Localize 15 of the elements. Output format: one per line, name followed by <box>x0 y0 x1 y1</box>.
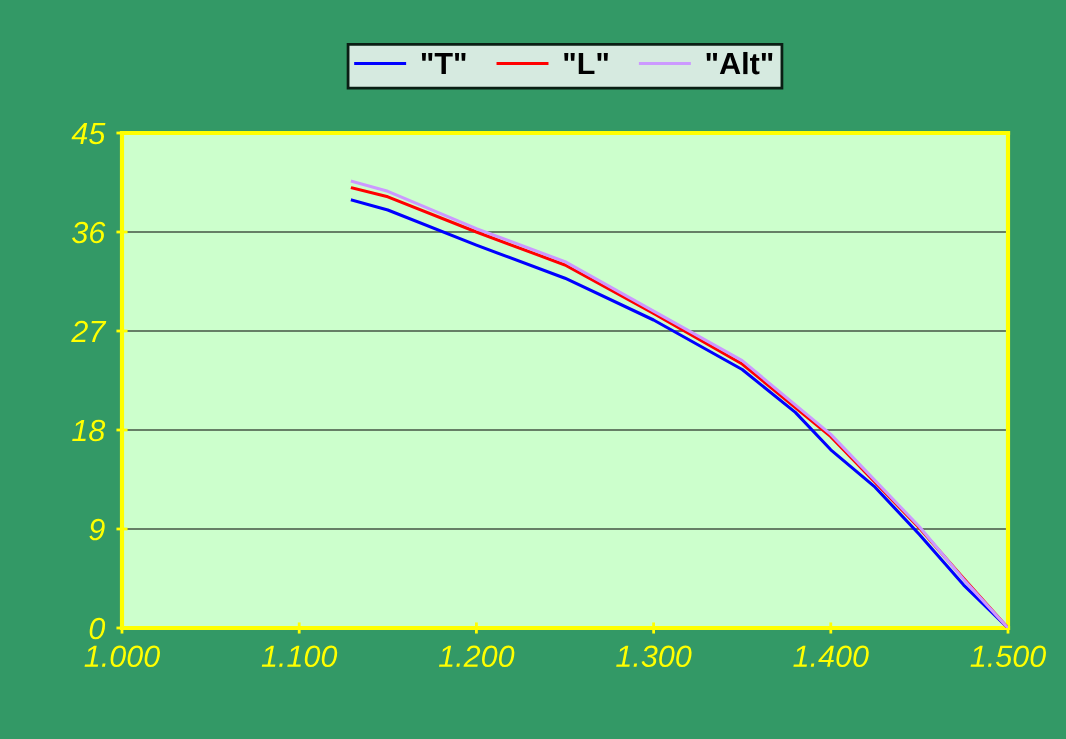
x-tick-label: 1.200 <box>438 645 515 668</box>
y-tick-label: 9 <box>89 518 105 541</box>
x-tick-label: 1.500 <box>970 645 1046 668</box>
legend-label: "Alt" <box>706 51 773 75</box>
y-tick-label: 45 <box>71 123 106 145</box>
legend-label: "T" <box>421 53 466 75</box>
y-tick-label: 18 <box>72 419 106 442</box>
x-tick-label: 1.300 <box>616 645 692 668</box>
y-tick-label: 0 <box>89 617 106 640</box>
legend-label: "L" <box>564 53 608 75</box>
x-tick-label: 1.400 <box>793 645 869 668</box>
x-tick-label: 1.000 <box>84 645 160 668</box>
y-tick-label: 36 <box>72 221 106 244</box>
y-tick-label: 27 <box>71 320 107 343</box>
x-tick-label: 1.100 <box>261 645 338 668</box>
